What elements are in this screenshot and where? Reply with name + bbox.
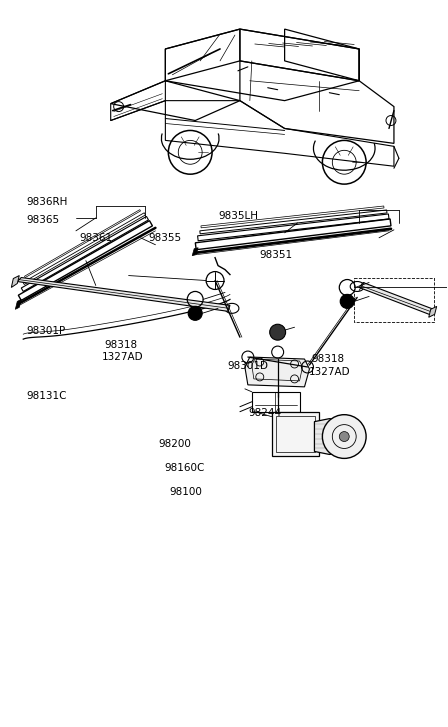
Circle shape	[188, 306, 202, 321]
Text: 98318: 98318	[312, 354, 345, 364]
Text: 9835LH: 9835LH	[219, 211, 258, 221]
Text: 98301D: 98301D	[228, 361, 268, 371]
Polygon shape	[192, 248, 198, 256]
Text: 98160C: 98160C	[165, 463, 205, 473]
Polygon shape	[271, 411, 319, 457]
Polygon shape	[11, 276, 19, 287]
Text: 9836RH: 9836RH	[26, 197, 67, 206]
Polygon shape	[314, 419, 354, 454]
Polygon shape	[17, 278, 230, 311]
Circle shape	[339, 432, 349, 441]
Polygon shape	[359, 283, 434, 316]
Circle shape	[270, 324, 286, 340]
Circle shape	[340, 294, 354, 308]
Text: 98200: 98200	[159, 439, 191, 449]
Circle shape	[323, 414, 366, 459]
Text: 98355: 98355	[148, 233, 181, 243]
Text: 98244: 98244	[249, 408, 282, 418]
Polygon shape	[429, 306, 437, 317]
Text: 98365: 98365	[26, 214, 59, 225]
Text: 1327AD: 1327AD	[309, 367, 350, 377]
Text: 1327AD: 1327AD	[102, 352, 143, 362]
Text: 98361: 98361	[79, 233, 112, 243]
Text: 98351: 98351	[260, 250, 293, 260]
Text: 98131C: 98131C	[26, 391, 66, 401]
Polygon shape	[245, 357, 310, 387]
Text: 98100: 98100	[170, 487, 202, 497]
Polygon shape	[15, 300, 21, 309]
Text: 98318: 98318	[105, 340, 138, 350]
Text: 98301P: 98301P	[26, 326, 65, 336]
